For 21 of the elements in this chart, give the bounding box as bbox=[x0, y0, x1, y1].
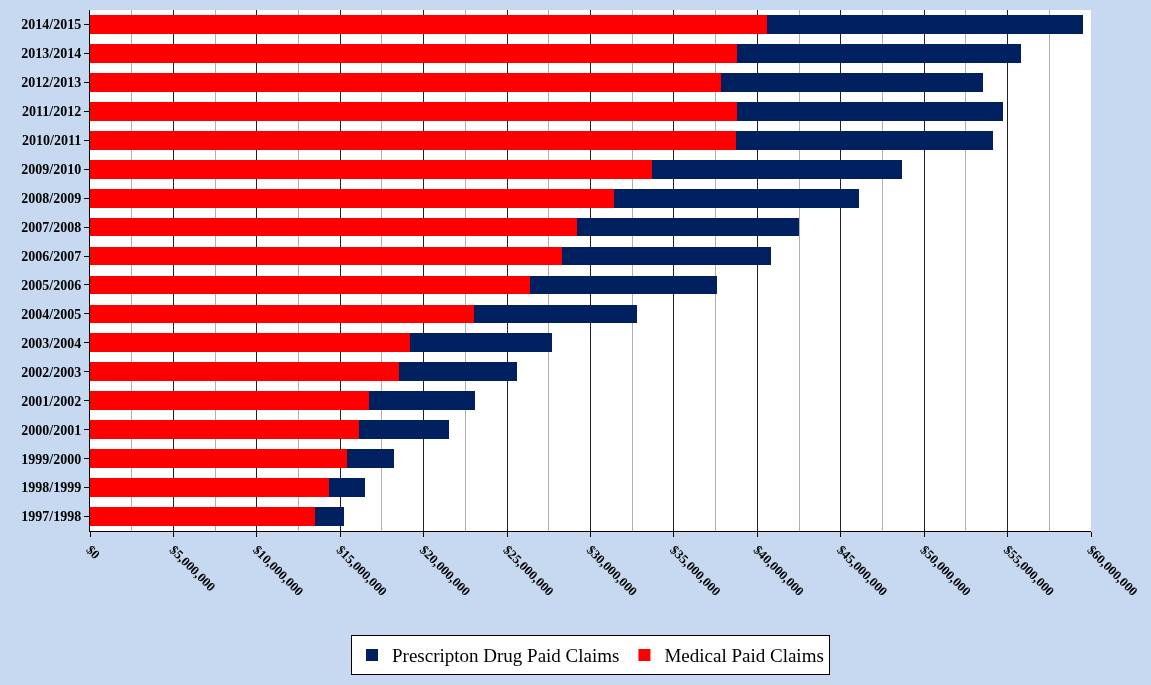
x-tick-label: $0 bbox=[83, 542, 104, 563]
legend-label: Prescripton Drug Paid Claims bbox=[392, 645, 620, 667]
legend-label: Medical Paid Claims bbox=[664, 645, 824, 667]
y-tick-label: 2005/2006 bbox=[21, 277, 82, 293]
y-tick-label: 2001/2002 bbox=[21, 393, 82, 409]
y-tick-label: 2011/2012 bbox=[22, 104, 82, 120]
y-tick-label: 2002/2003 bbox=[21, 364, 82, 380]
y-tick-label: 2007/2008 bbox=[21, 219, 82, 235]
y-tick-label: 2003/2004 bbox=[21, 335, 82, 351]
y-tick-label: 1997/1998 bbox=[21, 509, 82, 525]
y-tick-label: 1998/1999 bbox=[21, 480, 82, 496]
y-tick-label: 2014/2015 bbox=[21, 17, 82, 33]
y-tick-label: 2009/2010 bbox=[21, 162, 82, 178]
y-tick-label: 2013/2014 bbox=[21, 46, 82, 62]
y-tick-label: 1999/2000 bbox=[21, 451, 82, 467]
y-tick-label: 2012/2013 bbox=[21, 75, 82, 91]
y-tick-label: 2006/2007 bbox=[21, 248, 82, 264]
y-tick-label: 2000/2001 bbox=[21, 422, 82, 438]
y-tick-label: 2004/2005 bbox=[21, 306, 82, 322]
y-tick-label: 2008/2009 bbox=[21, 191, 82, 207]
y-tick-label: 2010/2011 bbox=[22, 133, 82, 149]
